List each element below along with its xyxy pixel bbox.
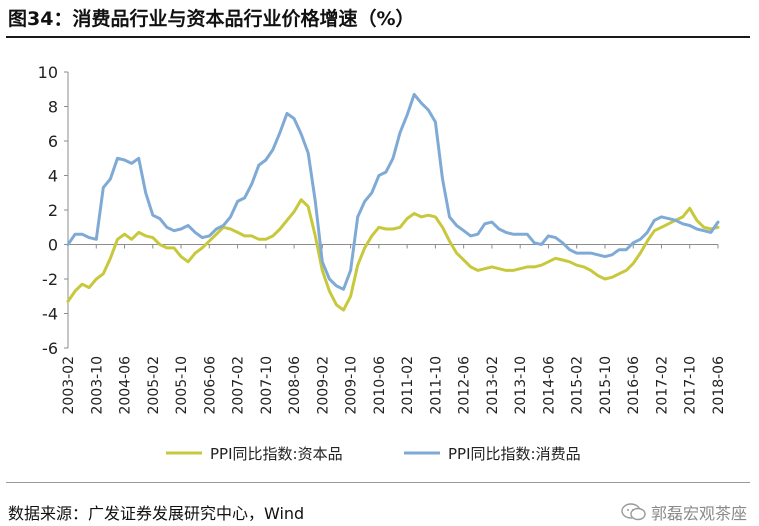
x-tick-label: 2011-02	[400, 356, 416, 415]
series-group	[68, 94, 718, 310]
x-tick-label: 2014-06	[541, 356, 557, 415]
x-tick-label: 2015-10	[598, 356, 614, 415]
axes-group: -6 -4 -2 0 2 4 6 8 10 2003-02 2003-10 2004-06 2005-0…	[38, 63, 727, 415]
y-tick-label: -2	[42, 270, 58, 289]
y-tick-label: 6	[48, 132, 58, 151]
chart-title: 图34：消费品行业与资本品行业价格增速（%）	[8, 4, 414, 31]
y-tick-label: 0	[48, 236, 58, 255]
x-tick-label: 2005-10	[174, 356, 190, 415]
legend: PPI同比指数:资本品 PPI同比指数:消费品	[166, 445, 581, 463]
x-tick-label: 2003-02	[61, 356, 77, 415]
x-tick-label: 2010-06	[372, 356, 388, 415]
wechat-icon	[621, 503, 647, 521]
x-tick-label: 2009-10	[344, 356, 360, 415]
x-tick-label: 2015-02	[570, 356, 586, 415]
y-tick-label: 10	[38, 63, 58, 82]
x-tick-label: 2018-06	[711, 356, 727, 415]
y-tick-label: 2	[48, 201, 58, 220]
x-tick-label: 2017-10	[683, 356, 699, 415]
x-tick-label: 2003-10	[89, 356, 105, 415]
x-tick-label: 2007-02	[231, 356, 247, 415]
source-note: 数据来源：广发证券发展研究中心，Wind	[8, 500, 304, 524]
x-tick-label: 2009-02	[315, 356, 331, 415]
x-tick-label: 2016-06	[626, 356, 642, 415]
y-tick-label: -6	[42, 339, 58, 358]
x-tick-label: 2017-02	[654, 356, 670, 415]
x-tick-label: 2006-06	[202, 356, 218, 415]
watermark: 郭磊宏观茶座	[621, 500, 747, 524]
x-tick-label: 2005-02	[146, 356, 162, 415]
y-tick-label: 4	[48, 167, 58, 186]
x-tick-label: 2013-10	[513, 356, 529, 415]
series-line-consumer-goods	[68, 94, 718, 289]
series-line-capital-goods	[68, 200, 718, 310]
x-tick-label: 2007-10	[259, 356, 275, 415]
watermark-text: 郭磊宏观茶座	[651, 500, 747, 524]
line-chart: -6 -4 -2 0 2 4 6 8 10 2003-02 2003-10 2004-06 2005-0…	[6, 38, 750, 482]
x-tick-label: 2013-02	[485, 356, 501, 415]
y-tick-label: 8	[48, 98, 58, 117]
y-tick-label: -4	[42, 305, 58, 324]
chart-panel: -6 -4 -2 0 2 4 6 8 10 2003-02 2003-10 2004-06 2005-0…	[6, 38, 750, 483]
legend-label: PPI同比指数:消费品	[448, 445, 581, 463]
x-tick-label: 2012-06	[457, 356, 473, 415]
legend-label: PPI同比指数:资本品	[210, 445, 343, 463]
x-tick-label: 2004-06	[118, 356, 134, 415]
x-tick-label: 2011-10	[428, 356, 444, 415]
x-tick-label: 2008-06	[287, 356, 303, 415]
